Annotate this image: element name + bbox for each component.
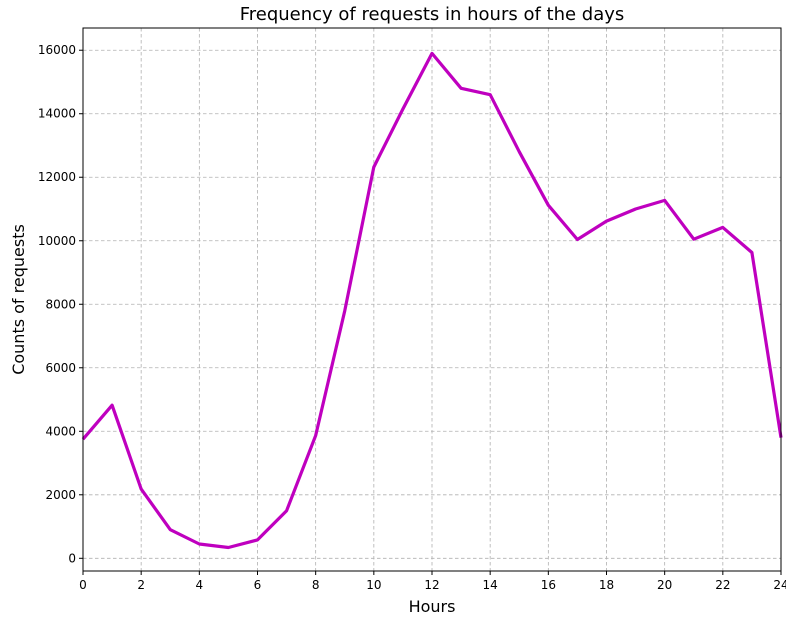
series-layer	[81, 51, 783, 550]
grid	[82, 28, 782, 571]
y-tick-label: 6000	[45, 361, 76, 375]
x-tick-label: 16	[541, 578, 556, 592]
y-tick-label: 14000	[38, 107, 76, 121]
x-tick-label: 12	[424, 578, 439, 592]
x-tick-label: 18	[599, 578, 614, 592]
x-tick-label: 22	[715, 578, 730, 592]
x-axis-title: Hours	[409, 597, 456, 616]
y-tick-label: 10000	[38, 234, 76, 248]
chart-title: Frequency of requests in hours of the da…	[240, 4, 625, 25]
axis-ticks: 0 2 4 6 8 10 12 14 16 18 20 22 240200040006000800010…	[38, 43, 786, 592]
y-tick-label: 8000	[45, 297, 76, 311]
series-line	[81, 51, 783, 550]
y-tick-label: 2000	[45, 488, 76, 502]
x-tick-label: 20	[657, 578, 672, 592]
x-tick-label: 2	[137, 578, 145, 592]
x-tick-label: 0	[79, 578, 87, 592]
y-tick-label: 0	[68, 551, 76, 565]
y-tick-label: 16000	[38, 43, 76, 57]
y-tick-label: 4000	[45, 424, 76, 438]
x-tick-label: 6	[254, 578, 262, 592]
x-tick-label: 4	[196, 578, 204, 592]
y-axis-title: Counts of requests	[9, 224, 28, 375]
x-tick-label: 10	[366, 578, 381, 592]
x-tick-label: 14	[483, 578, 498, 592]
y-tick-label: 12000	[38, 170, 76, 184]
x-tick-label: 8	[312, 578, 320, 592]
x-tick-label: 24	[773, 578, 786, 592]
